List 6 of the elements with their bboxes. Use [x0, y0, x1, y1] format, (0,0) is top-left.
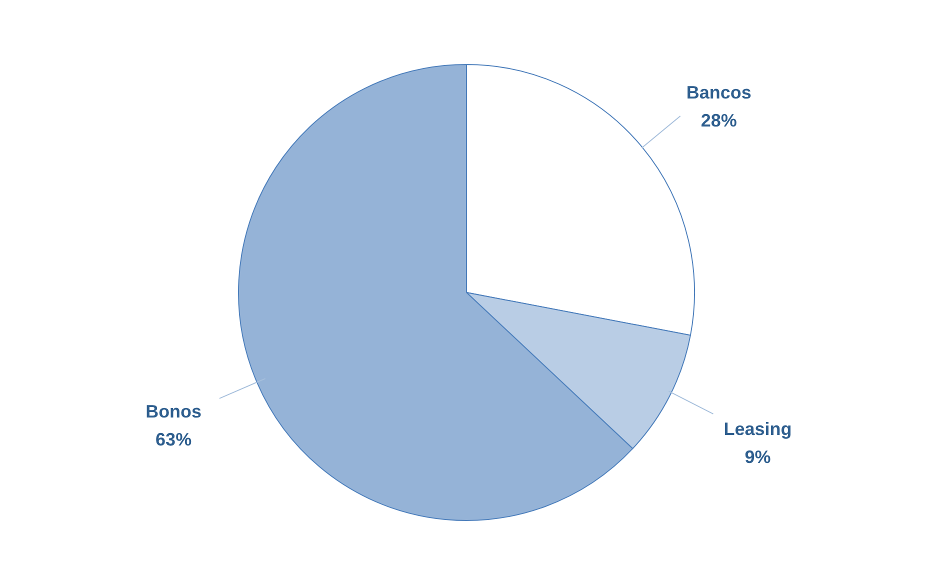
slice-label: Bonos: [146, 401, 202, 422]
data-label: 9%: [744, 446, 771, 467]
slice-label: Bancos: [686, 82, 752, 103]
slice-label: Leasing: [724, 418, 792, 439]
data-label: 63%: [156, 429, 192, 450]
data-label: 28%: [700, 110, 737, 131]
